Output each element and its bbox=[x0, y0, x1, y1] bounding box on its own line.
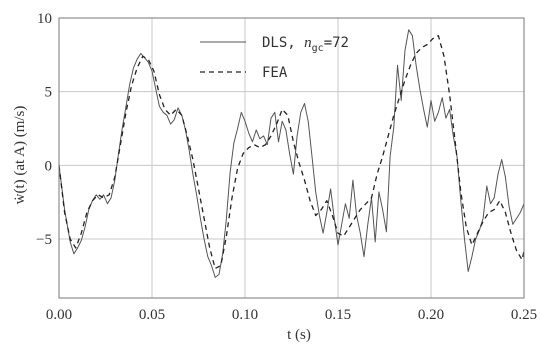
x-tick-label: 0.25 bbox=[511, 307, 537, 323]
x-tick-label: 0.20 bbox=[418, 307, 444, 323]
legend-label-fea: FEA bbox=[262, 65, 288, 81]
y-tick-label: 5 bbox=[45, 85, 53, 101]
x-tick-label: 0.00 bbox=[46, 307, 72, 323]
y-axis-title: ẇ(t) (at A) (m/s) bbox=[12, 106, 28, 205]
x-tick-label: 0.15 bbox=[325, 307, 351, 323]
tick-labels: 0.00 0.05 0.10 0.15 0.20 0.25 −5 0 5 10 bbox=[36, 11, 537, 323]
x-tick-label: 0.05 bbox=[139, 307, 165, 323]
legend: DLS, ngc=72 FEA bbox=[200, 35, 349, 81]
plot-frame bbox=[58, 17, 525, 299]
y-tick-label: 0 bbox=[45, 158, 53, 174]
y-tick-label: −5 bbox=[36, 232, 52, 248]
grid bbox=[58, 17, 525, 298]
series-dls-line bbox=[58, 29, 525, 278]
series-layer bbox=[58, 29, 525, 278]
x-tick-label: 0.10 bbox=[232, 307, 258, 323]
legend-label-dls: DLS, ngc=72 bbox=[262, 35, 349, 54]
y-tick-label: 10 bbox=[37, 11, 52, 27]
series-fea-line bbox=[58, 35, 525, 270]
x-axis-title: t (s) bbox=[287, 327, 311, 343]
